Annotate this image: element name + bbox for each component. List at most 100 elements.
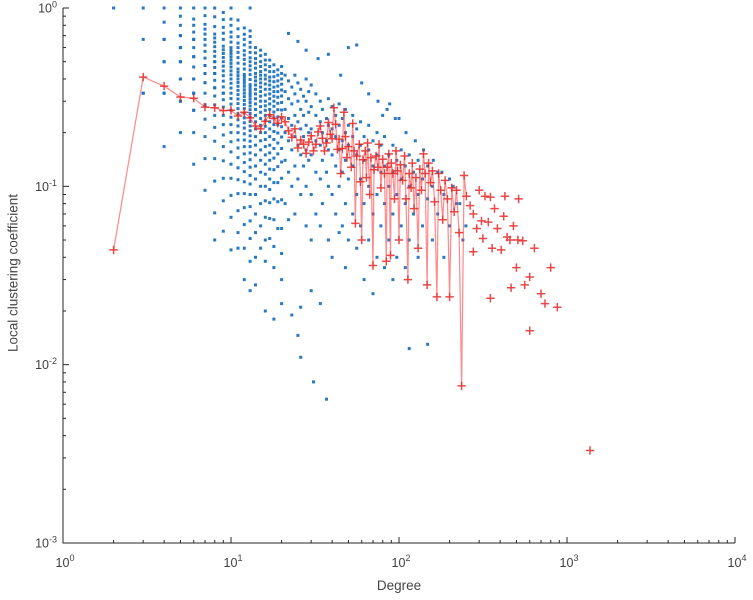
node-point <box>351 113 355 117</box>
node-point <box>254 135 257 139</box>
node-point <box>263 153 267 157</box>
node-point <box>141 37 145 41</box>
node-point <box>254 83 257 87</box>
node-point <box>330 105 334 109</box>
mean-plus-marker <box>273 119 282 128</box>
node-point <box>287 31 290 35</box>
node-point <box>242 53 246 57</box>
node-point <box>242 37 246 41</box>
node-point <box>304 99 308 103</box>
mean-plus-marker <box>469 247 478 256</box>
mean-plus-marker <box>499 212 508 221</box>
node-point <box>280 71 284 75</box>
node-point <box>318 99 322 103</box>
mean-plus-marker <box>440 176 450 185</box>
mean-plus-marker <box>336 169 345 178</box>
node-point <box>430 184 434 188</box>
node-point <box>178 14 182 18</box>
node-point <box>221 64 225 68</box>
mean-plus-marker <box>284 126 293 135</box>
mean-plus-marker <box>391 146 401 156</box>
node-point <box>263 58 267 62</box>
node-point <box>290 148 294 152</box>
node-point <box>229 215 233 219</box>
node-point <box>343 266 347 270</box>
node-point <box>248 259 252 263</box>
node-point <box>276 84 280 88</box>
node-point <box>362 278 366 282</box>
node-point <box>272 63 276 67</box>
node-point <box>242 126 246 130</box>
node-point <box>355 43 359 47</box>
node-point <box>448 177 452 181</box>
node-point <box>254 97 257 101</box>
node-point <box>276 227 280 230</box>
node-point <box>242 102 246 106</box>
node-point <box>213 211 217 215</box>
mean-plus-marker <box>356 177 365 186</box>
node-point <box>263 68 267 72</box>
node-point <box>221 113 225 117</box>
node-point <box>309 153 313 157</box>
node-point <box>259 110 263 114</box>
mean-plus-marker <box>477 216 486 226</box>
node-point <box>340 170 344 174</box>
mean-plus-marker <box>290 124 300 134</box>
node-point <box>213 66 217 69</box>
node-point <box>248 237 252 240</box>
node-point <box>242 91 246 95</box>
node-point <box>272 156 276 160</box>
node-point <box>192 131 196 135</box>
mean-plus-marker <box>394 235 404 245</box>
node-point <box>242 138 246 142</box>
node-point <box>229 35 233 39</box>
node-point <box>203 37 207 41</box>
node-point <box>263 124 267 128</box>
mean-plus-marker <box>486 294 495 303</box>
node-point <box>304 48 308 52</box>
mean-plus-marker <box>486 192 495 202</box>
node-point <box>242 73 246 76</box>
node-point <box>359 120 362 124</box>
node-point <box>236 124 240 128</box>
mean-plus-marker <box>382 257 391 266</box>
mean-plus-marker <box>509 221 518 231</box>
node-point <box>268 79 272 83</box>
node-point <box>221 133 225 137</box>
node-point <box>355 193 359 196</box>
node-point <box>283 107 287 111</box>
node-point <box>229 193 233 197</box>
node-point <box>272 197 276 201</box>
node-point <box>268 135 272 139</box>
node-point <box>272 218 276 222</box>
node-point <box>407 153 411 157</box>
mean-plus-marker <box>371 151 381 161</box>
node-point <box>312 380 315 384</box>
node-point <box>302 135 305 139</box>
mean-plus-marker <box>520 280 529 290</box>
node-point <box>276 108 280 112</box>
mean-plus-marker <box>176 92 185 102</box>
node-point <box>314 212 318 216</box>
node-point <box>371 164 375 168</box>
y-tick-label: 10-3 <box>35 535 57 551</box>
node-point <box>213 32 217 36</box>
node-point <box>263 93 267 97</box>
node-point <box>221 44 225 48</box>
node-point <box>203 135 207 139</box>
node-point <box>242 67 246 71</box>
node-point <box>229 52 233 55</box>
node-point <box>229 55 233 59</box>
node-point <box>221 74 225 78</box>
node-point <box>287 79 290 83</box>
node-point <box>385 107 389 111</box>
node-point <box>221 25 225 29</box>
node-point <box>272 80 276 84</box>
node-point <box>343 158 347 162</box>
mean-plus-marker <box>334 134 344 144</box>
node-point <box>248 108 252 112</box>
node-point <box>272 94 276 98</box>
node-point <box>307 158 311 162</box>
node-point <box>259 139 263 143</box>
y-tick-label: 10-2 <box>35 356 57 372</box>
